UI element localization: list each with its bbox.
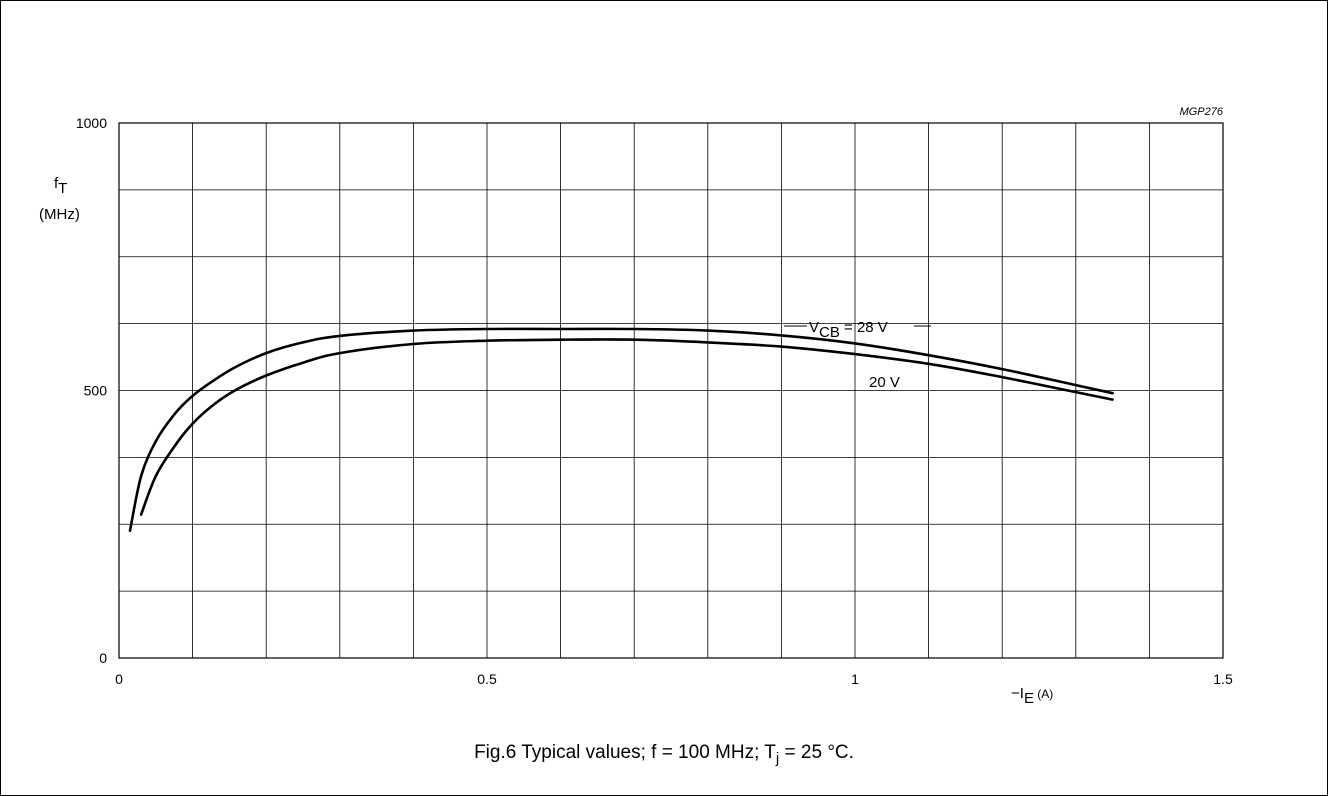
- y-tick-label: 1000: [76, 115, 107, 131]
- series-lines: [128, 327, 1114, 532]
- y-tick-label: 0: [99, 650, 107, 666]
- series-line-28v: [128, 327, 1114, 532]
- series-line-20v: [139, 338, 1114, 516]
- x-tick-label: 1: [851, 671, 859, 687]
- series-label-28v: VCB = 28 V: [809, 319, 888, 341]
- figure-caption: Fig.6 Typical values; f = 100 MHz; Tj = …: [474, 742, 854, 767]
- x-axis-label: −IE (A): [1011, 685, 1053, 707]
- grid: [119, 123, 1223, 658]
- series-label-20v: 20 V: [869, 374, 900, 391]
- y-tick-label: 500: [84, 383, 108, 399]
- y-axis-label-unit: (MHz): [39, 206, 80, 223]
- y-axis-label-symbol: fT: [54, 175, 67, 197]
- x-tick-label: 0: [115, 671, 123, 687]
- x-tick-label: 0.5: [477, 671, 497, 687]
- tick-labels: 0 0.5 1 1.5 0 500 1000: [76, 115, 1233, 687]
- plot-area-border: [118, 122, 1224, 659]
- figure-code: MGP276: [1180, 106, 1224, 118]
- x-tick-label: 1.5: [1213, 671, 1233, 687]
